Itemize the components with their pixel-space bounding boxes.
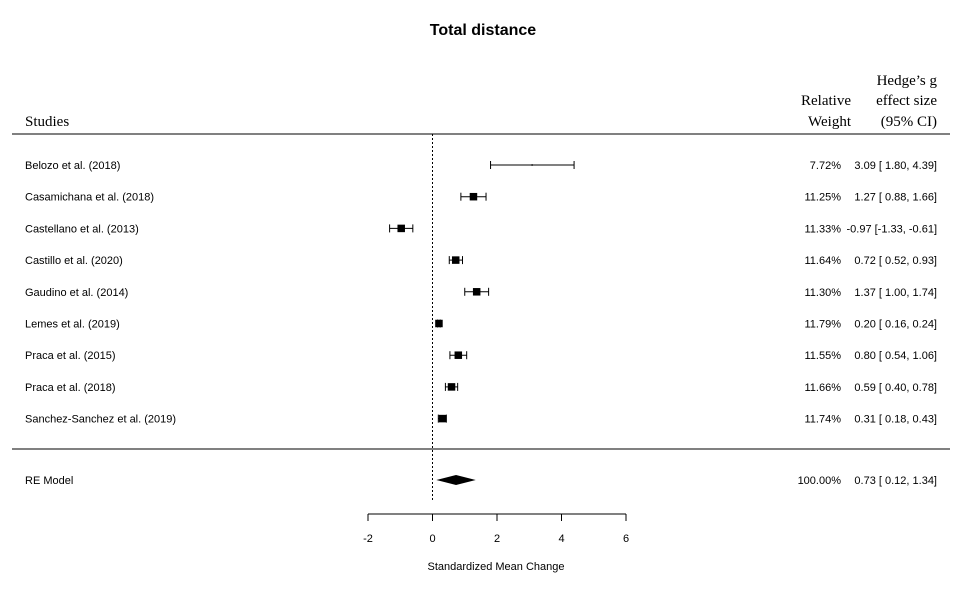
point-estimate [531,164,533,166]
study-row: Casamichana et al. (2018) 11.25% 1.27 [ 0.… [25,192,937,204]
study-weight: 11.74% [805,414,842,426]
study-weight: 11.25% [805,192,842,204]
study-label: Sanchez-Sanchez et al. (2019) [25,414,176,426]
study-label: Casamichana et al. (2018) [25,192,154,204]
x-tick-label: 6 [623,533,629,545]
study-row: Praca et al. (2018) 11.66% 0.59 [ 0.40, 0.… [25,382,937,394]
study-row: Lemes et al. (2019) 11.79% 0.20 [ 0.16, 0.… [25,319,937,331]
x-axis: -2 0 2 4 6 [363,513,629,545]
x-axis-label: Standardized Mean Change [428,561,565,573]
point-estimate [438,414,447,423]
header-weight-line2: Weight [808,114,852,130]
point-estimate [447,383,456,391]
study-label: Gaudino et al. (2014) [25,287,128,299]
header-effect-line1: Hedge’s g [877,73,938,89]
study-weight: 11.33% [805,223,842,235]
study-label: Praca et al. (2018) [25,382,116,394]
study-effect-ci: -0.97 [-1.33, -0.61] [847,223,938,235]
point-estimate [472,288,481,296]
study-effect-ci: 0.31 [ 0.18, 0.43] [854,414,937,426]
study-weight: 11.30% [805,287,842,299]
study-effect-ci: 0.80 [ 0.54, 1.06] [854,350,937,362]
study-weight: 7.72% [810,160,841,172]
study-weight: 11.55% [805,350,842,362]
x-tick-label: 2 [494,533,500,545]
point-estimate [454,351,463,359]
point-estimate [451,256,460,264]
point-estimate [469,192,478,201]
header-studies: Studies [25,114,69,130]
study-label: Praca et al. (2015) [25,350,116,362]
study-row: Belozo et al. (2018) 7.72% 3.09 [ 1.80, 4.… [25,160,937,172]
summary-label: RE Model [25,475,73,487]
study-row: Castillo et al. (2020) 11.64% 0.72 [ 0.52,… [25,255,937,267]
point-estimate [435,319,443,328]
study-rows: Belozo et al. (2018) 7.72% 3.09 [ 1.80, 4.… [25,160,937,426]
study-weight: 11.64% [805,255,842,267]
summary-weight: 100.00% [798,475,842,487]
study-row: Praca et al. (2015) 11.55% 0.80 [ 0.54, 1.… [25,350,937,362]
header-effect-line3: (95% CI) [881,114,937,130]
study-effect-ci: 0.20 [ 0.16, 0.24] [854,319,937,331]
x-tick-label: 4 [558,533,564,545]
x-tick-label: 0 [429,533,435,545]
point-estimate [397,224,405,233]
study-effect-ci: 1.37 [ 1.00, 1.74] [854,287,937,299]
header-weight-line1: Relative [801,93,851,109]
summary-row: RE Model 100.00% 0.73 [ 0.12, 1.34] [25,475,937,487]
header-effect-line2: effect size [876,93,937,109]
study-row: Castellano et al. (2013) 11.33% -0.97 [-1.… [25,223,937,235]
study-effect-ci: 1.27 [ 0.88, 1.66] [854,192,937,204]
study-effect-ci: 0.72 [ 0.52, 0.93] [854,255,937,267]
study-weight: 11.66% [805,382,842,394]
summary-effect-ci: 0.73 [ 0.12, 1.34] [854,475,937,487]
study-row: Gaudino et al. (2014) 11.30% 1.37 [ 1.00, … [25,287,937,299]
study-label: Castillo et al. (2020) [25,255,123,267]
study-row: Sanchez-Sanchez et al. (2019) 11.74% 0.31 … [25,414,937,426]
x-tick-label: -2 [363,533,373,545]
study-label: Lemes et al. (2019) [25,319,120,331]
study-weight: 11.79% [805,319,842,331]
study-effect-ci: 3.09 [ 1.80, 4.39] [854,160,937,172]
study-effect-ci: 0.59 [ 0.40, 0.78] [854,382,937,394]
chart-title: Total distance [430,22,536,39]
summary-diamond [436,475,476,485]
study-label: Belozo et al. (2018) [25,160,120,172]
study-label: Castellano et al. (2013) [25,223,139,235]
